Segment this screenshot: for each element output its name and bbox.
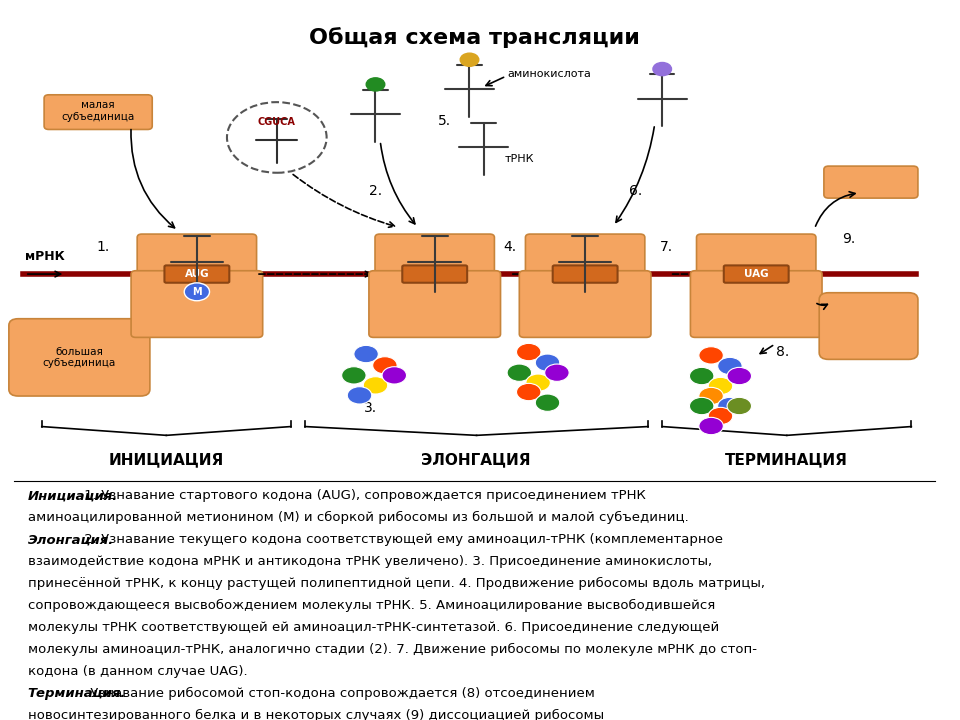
Text: ТЕРМИНАЦИЯ: ТЕРМИНАЦИЯ [725, 453, 848, 468]
Circle shape [653, 63, 671, 76]
Circle shape [699, 418, 723, 435]
FancyBboxPatch shape [824, 166, 918, 198]
Circle shape [354, 346, 378, 363]
FancyBboxPatch shape [132, 271, 263, 338]
Circle shape [536, 354, 560, 372]
Text: принесённой тРНК, к концу растущей полипептидной цепи. 4. Продвижение рибосомы в: принесённой тРНК, к концу растущей полип… [28, 577, 765, 590]
Text: большая
субъединица: большая субъединица [43, 346, 116, 368]
FancyBboxPatch shape [519, 271, 651, 338]
FancyBboxPatch shape [690, 271, 822, 338]
Text: молекулы аминоацил-тРНК, аналогично стадии (2). 7. Движение рибосомы по молекуле: молекулы аминоацил-тРНК, аналогично стад… [28, 643, 756, 657]
FancyBboxPatch shape [9, 319, 150, 396]
Circle shape [689, 367, 714, 384]
Circle shape [460, 53, 479, 66]
Text: AUG: AUG [184, 269, 209, 279]
FancyBboxPatch shape [724, 266, 789, 283]
Circle shape [516, 383, 540, 401]
Circle shape [372, 356, 397, 374]
FancyBboxPatch shape [44, 95, 153, 130]
Text: молекулы тРНК соответствующей ей аминоацил-тРНК-синтетазой. 6. Присоединение сле: молекулы тРНК соответствующей ей аминоац… [28, 621, 719, 634]
Circle shape [184, 283, 209, 301]
Circle shape [718, 357, 742, 374]
Text: M: M [192, 287, 202, 297]
Circle shape [727, 367, 752, 384]
Text: 9.: 9. [842, 233, 855, 246]
Circle shape [516, 343, 540, 361]
Text: 1.: 1. [96, 240, 109, 254]
Text: 6.: 6. [629, 184, 642, 198]
Text: Терминация.: Терминация. [28, 688, 126, 701]
Text: 1. Узнавание стартового кодона (AUG), сопровождается присоединением тРНК: 1. Узнавание стартового кодона (AUG), со… [81, 490, 646, 503]
FancyBboxPatch shape [137, 234, 256, 277]
Circle shape [689, 397, 714, 415]
FancyBboxPatch shape [402, 266, 468, 283]
Circle shape [708, 377, 732, 395]
Circle shape [544, 364, 569, 382]
Circle shape [363, 377, 388, 394]
Circle shape [699, 347, 723, 364]
Text: CGUCA: CGUCA [258, 117, 296, 127]
FancyBboxPatch shape [164, 266, 229, 283]
Text: кодона (в данном случае UAG).: кодона (в данном случае UAG). [28, 665, 248, 678]
Text: аминокислота: аминокислота [507, 69, 591, 79]
Text: 2. Узнавание текущего кодона соответствующей ему аминоацил-тРНК (комплементарное: 2. Узнавание текущего кодона соответству… [81, 534, 723, 546]
Text: UAG: UAG [744, 269, 769, 279]
Circle shape [699, 387, 723, 405]
Text: 3.: 3. [364, 401, 377, 415]
Text: Инициация.: Инициация. [28, 490, 118, 503]
FancyBboxPatch shape [369, 271, 500, 338]
Circle shape [366, 78, 385, 91]
Circle shape [382, 366, 406, 384]
Text: 8.: 8. [776, 346, 789, 359]
Text: взаимодействие кодона мРНК и антикодона тРНК увеличено). 3. Присоединение аминок: взаимодействие кодона мРНК и антикодона … [28, 555, 711, 568]
Text: сопровождающееся высвобождением молекулы тРНК. 5. Аминоацилирование высвободивше: сопровождающееся высвобождением молекулы… [28, 599, 715, 613]
Circle shape [727, 397, 752, 415]
Circle shape [708, 408, 732, 425]
Text: ИНИЦИАЦИЯ: ИНИЦИАЦИЯ [108, 453, 224, 468]
Circle shape [507, 364, 532, 382]
FancyBboxPatch shape [553, 266, 617, 283]
FancyBboxPatch shape [375, 234, 494, 277]
Circle shape [526, 374, 550, 392]
Text: мРНК: мРНК [25, 251, 64, 264]
Text: Элонгация.: Элонгация. [28, 534, 114, 546]
Text: Узнавание рибосомой стоп-кодона сопровождается (8) отсоединением: Узнавание рибосомой стоп-кодона сопровож… [85, 688, 594, 701]
Circle shape [342, 366, 366, 384]
Circle shape [348, 387, 372, 404]
Text: аминоацилированной метионином (М) и сборкой рибосомы из большой и малой субъедин: аминоацилированной метионином (М) и сбор… [28, 511, 688, 524]
Text: ЭЛОНГАЦИЯ: ЭЛОНГАЦИЯ [421, 453, 531, 468]
Circle shape [536, 394, 560, 411]
Text: 5.: 5. [438, 114, 450, 127]
Text: 7.: 7. [660, 240, 674, 254]
Text: малая
субъединица: малая субъединица [61, 100, 134, 122]
FancyBboxPatch shape [697, 234, 816, 277]
Text: 4.: 4. [503, 240, 516, 254]
Text: новосинтезированного белка и в некоторых случаях (9) диссоциацией рибосомы: новосинтезированного белка и в некоторых… [28, 709, 604, 720]
FancyBboxPatch shape [819, 293, 918, 359]
Text: тРНК: тРНК [504, 154, 534, 163]
Circle shape [718, 397, 742, 415]
Text: Общая схема трансляции: Общая схема трансляции [309, 27, 639, 48]
FancyBboxPatch shape [525, 234, 645, 277]
Text: 2.: 2. [369, 184, 382, 198]
